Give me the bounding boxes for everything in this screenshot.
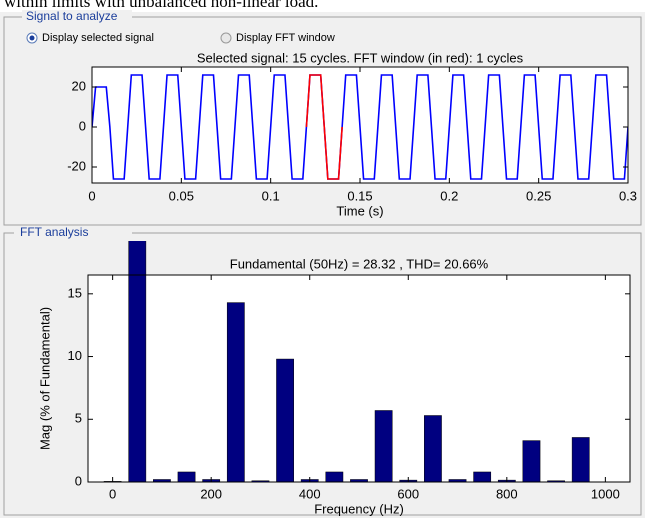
x-tick-label: 1000 — [591, 486, 620, 501]
harmonic-bar — [424, 415, 442, 482]
x-tick-label: 400 — [299, 486, 321, 501]
x-axis-label: Time (s) — [336, 203, 383, 218]
plot-marks — [103, 241, 590, 482]
radio-label[interactable]: Display FFT window — [236, 32, 335, 44]
harmonic-bar — [325, 471, 344, 482]
y-tick-label: 5 — [75, 411, 82, 426]
chart-title: Selected signal: 15 cycles. FFT window (… — [197, 50, 524, 65]
signal-line — [305, 74, 343, 180]
y-tick-label: 10 — [68, 348, 82, 363]
panel-title: Signal to analyze — [26, 9, 118, 23]
plot-area — [88, 275, 630, 482]
x-tick-label: 0.25 — [526, 188, 551, 203]
x-axis-label: Frequency (Hz) — [314, 501, 404, 516]
x-tick-label: 0.1 — [262, 188, 280, 203]
x-tick-label: 0.3 — [619, 188, 637, 203]
panel-label-bg — [14, 226, 132, 240]
x-tick-label: 0.05 — [169, 188, 194, 203]
panel-label-bg — [22, 10, 132, 24]
harmonic-bar — [473, 471, 492, 482]
signal-panel — [3, 16, 642, 226]
x-tick-label: 0 — [88, 188, 95, 203]
signal-line — [92, 74, 628, 180]
radio-unselected[interactable] — [220, 32, 232, 44]
harmonic-bar — [276, 358, 294, 482]
axes-box — [87, 274, 631, 483]
y-tick-label: 0 — [79, 118, 86, 133]
plot-marks — [92, 74, 628, 180]
harmonic-bar — [374, 410, 393, 482]
x-tick-label: 0.15 — [347, 188, 372, 203]
chart-title: Fundamental (50Hz) = 28.32 , THD= 20.66% — [230, 256, 489, 271]
y-tick-label: 15 — [68, 285, 82, 300]
fft-panel — [3, 232, 642, 516]
y-tick-label: 20 — [72, 78, 86, 93]
harmonic-bar — [226, 302, 245, 482]
harmonic-bar — [177, 471, 196, 482]
x-tick-label: 0.2 — [440, 188, 458, 203]
x-tick-label: 600 — [397, 486, 419, 501]
panel-title: FFT analysis — [20, 225, 88, 239]
y-tick-label: -20 — [67, 158, 86, 173]
y-tick-label: 0 — [75, 473, 82, 488]
x-tick-label: 200 — [200, 486, 222, 501]
harmonic-bar — [571, 437, 590, 482]
radio-label[interactable]: Display selected signal — [42, 32, 154, 44]
x-tick-label: 800 — [496, 486, 518, 501]
radio-dot — [29, 35, 35, 41]
y-axis-label: Mag (% of Fundamental) — [37, 307, 52, 450]
x-tick-label: 0 — [109, 486, 116, 501]
harmonic-bar — [522, 440, 541, 482]
caption: within limits with unbalanced non-linear… — [4, 0, 318, 11]
caption-strip — [0, 0, 645, 12]
